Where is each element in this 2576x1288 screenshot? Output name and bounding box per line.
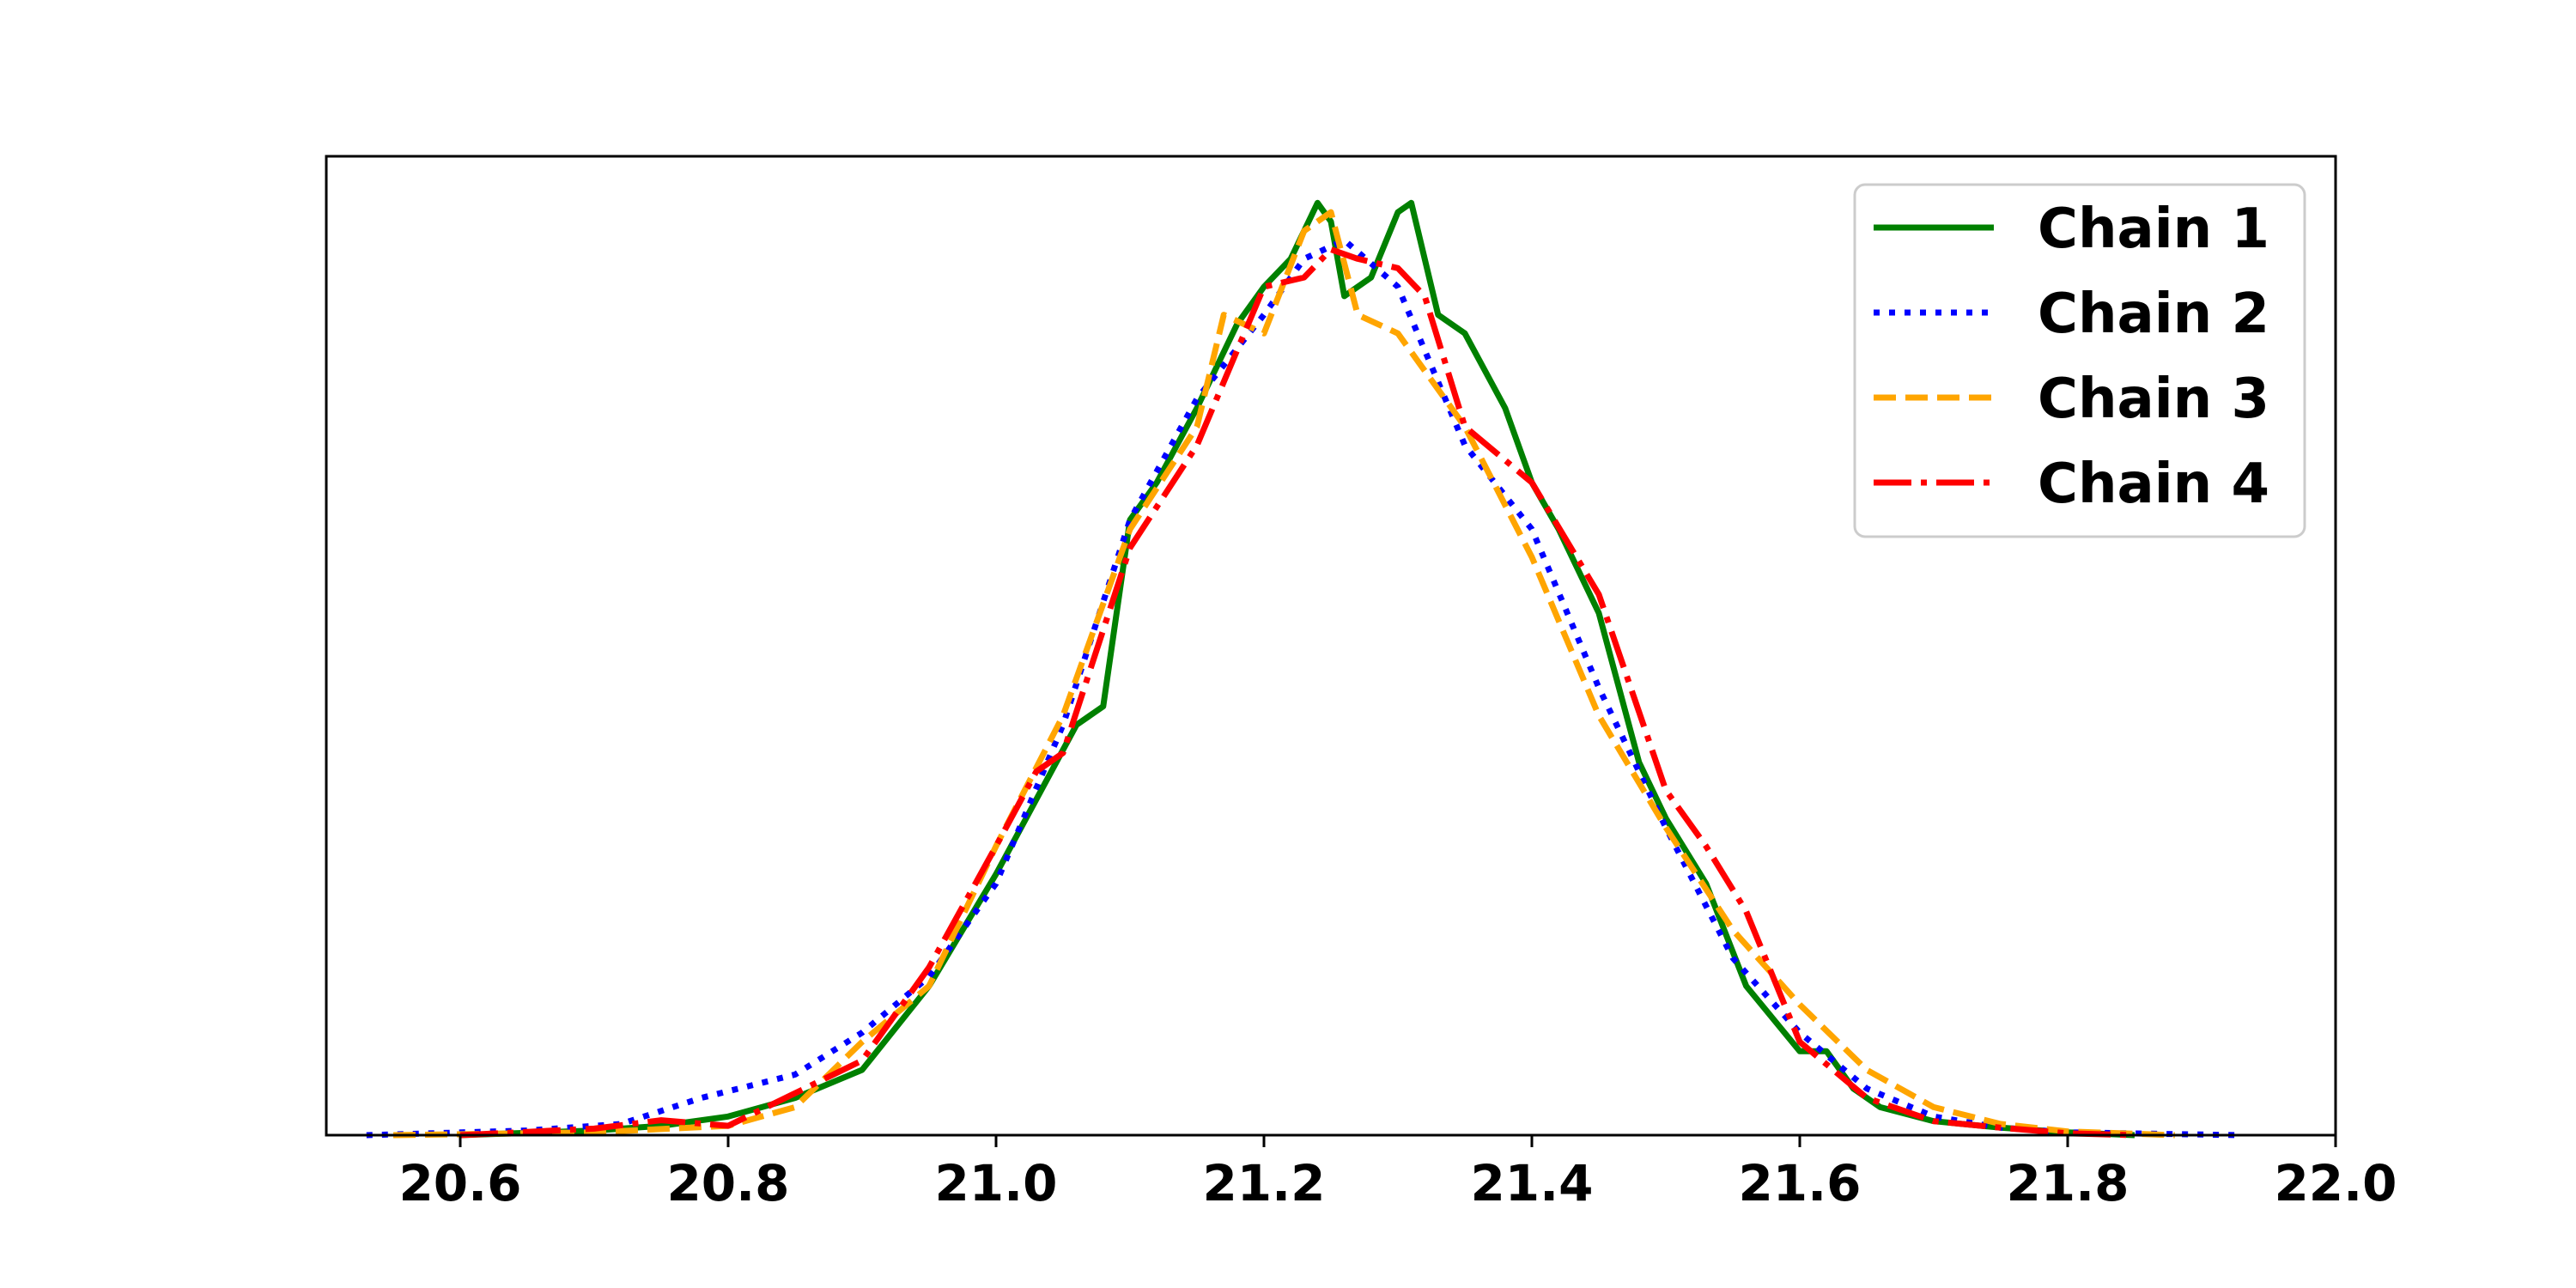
legend-label-chain-1: Chain 1 bbox=[2038, 197, 2269, 261]
x-tick-label: 21.2 bbox=[1202, 1154, 1325, 1212]
legend-label-chain-2: Chain 2 bbox=[2038, 283, 2269, 346]
x-tick-label: 20.6 bbox=[398, 1154, 521, 1212]
plot-frame bbox=[325, 155, 2337, 1137]
x-axis: 20.6 20.8 21.0 21.2 21.4 21.6 21.8 22.0 bbox=[398, 1135, 2397, 1212]
x-tick-label: 22.0 bbox=[2274, 1154, 2397, 1212]
x-tick-label: 21.8 bbox=[2006, 1154, 2129, 1212]
legend-label-chain-3: Chain 3 bbox=[2038, 368, 2269, 431]
x-tick-label: 21.6 bbox=[1738, 1154, 1861, 1212]
series-line-chain-2 bbox=[366, 237, 2242, 1139]
legend: Chain 1 Chain 2 Chain 3 Chain 4 bbox=[1853, 183, 2306, 538]
legend-label-chain-4: Chain 4 bbox=[2038, 453, 2269, 516]
x-tick-label: 21.4 bbox=[1470, 1154, 1593, 1212]
x-tick-label: 20.8 bbox=[666, 1154, 789, 1212]
series-layer bbox=[366, 199, 2242, 1139]
series-line-chain-4 bbox=[459, 246, 2136, 1139]
series-line-chain-3 bbox=[392, 209, 2175, 1139]
legend-box bbox=[1853, 183, 2306, 538]
x-tick-label: 21.0 bbox=[934, 1154, 1057, 1212]
